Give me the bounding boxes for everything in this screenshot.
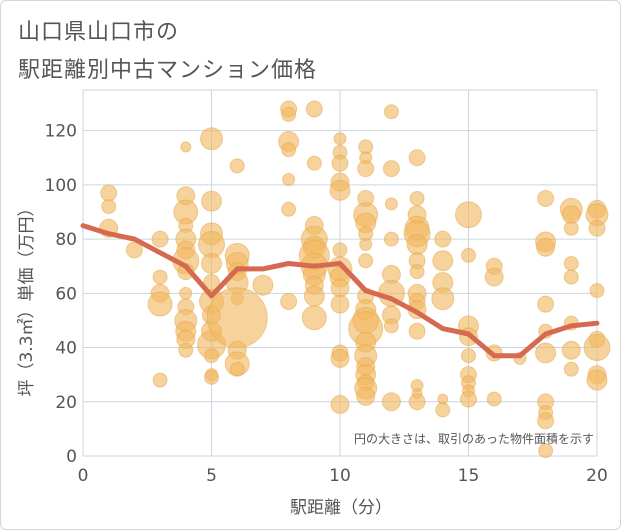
data-bubble xyxy=(101,199,117,215)
data-bubble xyxy=(201,253,222,275)
data-bubble xyxy=(563,361,579,377)
x-tick-label: 20 xyxy=(586,466,608,486)
data-bubble xyxy=(537,295,555,313)
data-bubble xyxy=(282,172,296,186)
trend-line-layer xyxy=(80,223,600,359)
data-bubble xyxy=(206,287,268,349)
data-bubble xyxy=(330,348,350,368)
data-bubble xyxy=(281,142,297,158)
data-bubble xyxy=(301,305,327,331)
data-bubble xyxy=(147,291,173,317)
data-bubble xyxy=(406,234,428,256)
data-bubble xyxy=(201,190,222,212)
data-bubble xyxy=(330,278,350,298)
data-bubble xyxy=(384,197,398,211)
data-bubble xyxy=(358,253,374,269)
data-bubble xyxy=(306,155,322,171)
data-bubble xyxy=(152,372,168,388)
data-bubble xyxy=(151,230,169,248)
data-bubble xyxy=(563,269,579,285)
data-bubble xyxy=(303,285,325,307)
data-bubble xyxy=(180,141,192,153)
data-bubble xyxy=(359,238,373,252)
data-bubble xyxy=(383,231,399,247)
data-bubble xyxy=(434,230,452,248)
data-bubble xyxy=(200,127,223,151)
data-bubble xyxy=(381,392,401,412)
data-bubble xyxy=(281,201,297,217)
chart-title-line2: 駅距離別中古マンション価格 xyxy=(18,58,318,83)
x-tick-label: 10 xyxy=(329,466,351,486)
y-tick-label: 100 xyxy=(45,176,77,196)
data-bubble xyxy=(563,220,579,236)
data-bubble xyxy=(484,267,504,287)
data-bubble xyxy=(204,348,219,364)
data-bubble xyxy=(305,100,323,118)
data-bubble xyxy=(408,322,426,340)
tick-layer: 0 5 10 15 20 0 20 40 60 80 100 120 xyxy=(45,122,608,486)
data-bubble xyxy=(461,247,476,263)
data-bubble xyxy=(204,369,219,385)
data-bubble xyxy=(280,292,298,310)
data-bubble xyxy=(333,132,347,146)
data-bubble xyxy=(536,237,556,257)
data-bubble xyxy=(329,179,351,201)
y-tick-label: 120 xyxy=(45,122,77,142)
data-bubble xyxy=(460,390,477,408)
x-tick-label: 0 xyxy=(78,466,89,486)
data-bubble xyxy=(357,160,375,178)
chart-title-line1: 山口県山口市の xyxy=(18,20,180,45)
data-bubble xyxy=(563,256,579,272)
data-bubble xyxy=(588,219,606,237)
data-bubble xyxy=(409,264,425,280)
data-bubble xyxy=(435,402,451,418)
x-axis-label: 駅距離（分） xyxy=(290,498,392,518)
data-bubble xyxy=(561,340,581,360)
x-tick-label: 15 xyxy=(458,466,480,486)
data-bubble xyxy=(179,286,193,300)
data-bubble xyxy=(330,294,350,314)
data-bubble xyxy=(537,412,555,430)
data-bubble xyxy=(382,160,400,178)
data-bubble xyxy=(100,184,118,202)
data-bubble xyxy=(408,149,426,167)
y-tick-label: 40 xyxy=(55,339,77,359)
data-bubble xyxy=(383,104,399,120)
data-bubble xyxy=(178,342,194,358)
average-price-line xyxy=(80,223,600,359)
data-bubble xyxy=(535,342,557,364)
data-bubble xyxy=(356,386,376,406)
data-bubble xyxy=(537,189,555,207)
data-bubble xyxy=(486,391,502,407)
data-bubble xyxy=(431,287,455,311)
data-bubble xyxy=(331,154,349,172)
data-bubble xyxy=(589,283,605,299)
data-bubble xyxy=(332,242,348,258)
data-bubble xyxy=(281,106,297,122)
bubble-layer xyxy=(99,100,611,459)
y-axis-label: 坪（3.3㎡）単価（万円） xyxy=(17,199,37,396)
data-bubble xyxy=(586,369,608,391)
data-bubble xyxy=(409,190,425,206)
data-bubble xyxy=(583,334,611,362)
data-bubble xyxy=(538,443,554,459)
data-bubble xyxy=(383,318,399,334)
x-tick-label: 5 xyxy=(206,466,217,486)
data-bubble xyxy=(330,394,350,414)
y-tick-label: 80 xyxy=(55,230,77,250)
data-bubble xyxy=(229,361,245,377)
data-bubble xyxy=(408,393,426,411)
data-bubble xyxy=(125,241,143,259)
data-bubble xyxy=(229,158,245,174)
data-bubble xyxy=(252,274,274,296)
data-bubble xyxy=(432,250,454,272)
data-bubble xyxy=(152,269,168,285)
data-bubble xyxy=(455,201,482,229)
data-bubble xyxy=(461,348,476,364)
y-tick-label: 0 xyxy=(66,447,77,467)
y-tick-label: 20 xyxy=(55,393,77,413)
y-tick-label: 60 xyxy=(55,284,77,304)
bubble-size-note: 円の大きさは、取引のあった物件面積を示す xyxy=(354,431,594,446)
